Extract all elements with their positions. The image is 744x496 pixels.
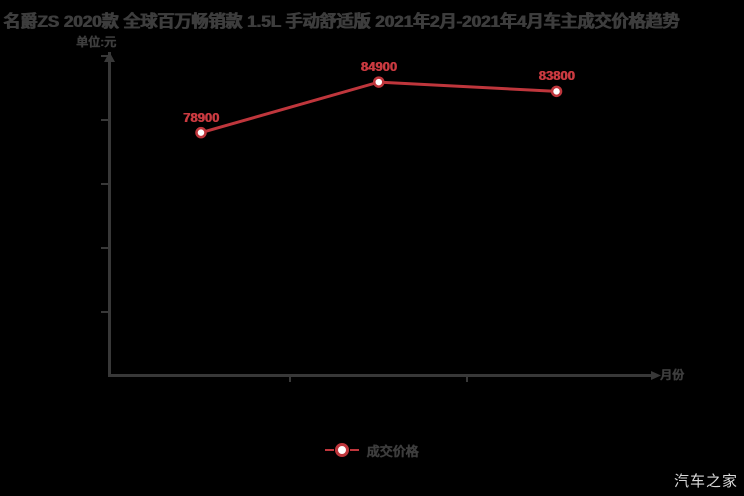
x-axis-label: 月份 — [660, 368, 685, 382]
legend-line-dash — [325, 449, 335, 451]
data-point-label: 84900 — [360, 59, 397, 75]
legend-label: 成交价格 — [366, 443, 419, 459]
data-point-marker[interactable] — [373, 76, 385, 88]
page-title: 名爵ZS 2020款 全球百万畅销款 1.5L 手动舒适版 2021年2月-20… — [3, 12, 680, 31]
legend-marker-icon — [335, 443, 350, 457]
data-point-label: 83800 — [538, 68, 575, 84]
data-point-marker[interactable] — [550, 85, 563, 98]
legend[interactable]: 成交价格 — [0, 441, 744, 459]
legend-line-dash — [350, 449, 360, 451]
data-point-marker[interactable] — [195, 126, 207, 139]
data-point-label: 78900 — [182, 109, 220, 125]
y-axis-unit-label: 单位:元 — [76, 35, 116, 49]
watermark-autohome: 汽车之家 — [673, 473, 738, 490]
